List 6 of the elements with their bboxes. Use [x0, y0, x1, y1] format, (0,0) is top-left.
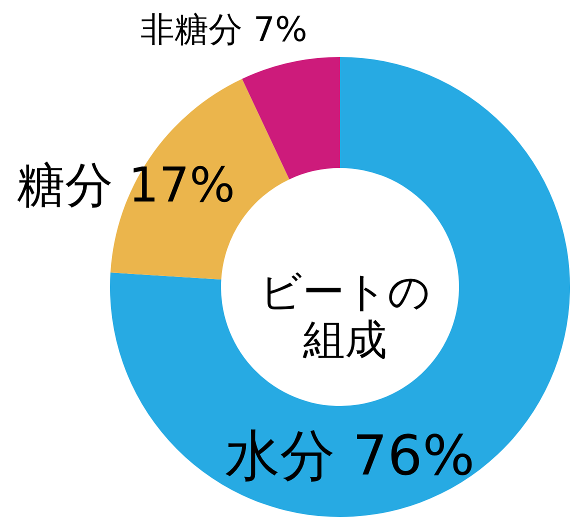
donut-slice	[242, 57, 340, 180]
slice-label: 非糖分 7%	[140, 10, 308, 50]
text: ビートの組成	[260, 267, 430, 364]
donut-slice	[110, 57, 570, 517]
slice-label: 糖分 17%	[17, 157, 236, 214]
slice-label: 水分 76%	[224, 424, 475, 488]
